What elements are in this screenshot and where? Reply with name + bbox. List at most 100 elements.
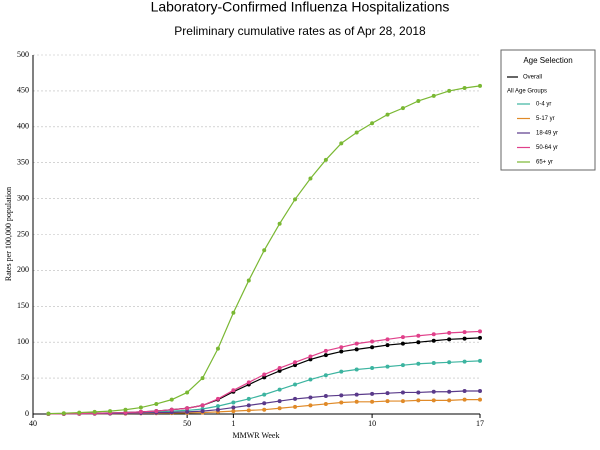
data-point — [92, 409, 97, 414]
data-point — [185, 409, 190, 414]
data-point — [123, 410, 128, 415]
data-point — [385, 391, 390, 396]
x-axis-label: MMWR Week — [233, 431, 280, 440]
chart-subtitle: Preliminary cumulative rates as of Apr 2… — [174, 24, 426, 38]
data-point — [370, 345, 375, 350]
data-point — [277, 368, 282, 373]
data-point — [370, 339, 375, 344]
data-point — [308, 403, 313, 408]
data-point — [215, 346, 220, 351]
data-point — [169, 407, 174, 412]
data-point — [308, 354, 313, 359]
x-tick-label: 50 — [183, 419, 191, 428]
data-point — [400, 390, 405, 395]
data-point — [323, 348, 328, 353]
chart-title: Laboratory-Confirmed Influenza Hospitali… — [151, 0, 450, 15]
data-point — [262, 407, 267, 412]
data-point — [354, 130, 359, 135]
y-tick-label: 100 — [17, 337, 29, 346]
data-point — [339, 400, 344, 405]
data-point — [478, 358, 482, 363]
data-point — [370, 391, 375, 396]
data-point — [431, 389, 436, 394]
data-point — [262, 375, 267, 380]
legend-label: 18-49 yr — [536, 131, 558, 137]
data-point — [277, 399, 282, 404]
data-point — [246, 408, 251, 413]
y-tick-label: 450 — [17, 86, 29, 95]
y-axis-label: Rates per 100,000 population — [4, 187, 13, 281]
data-point — [431, 361, 436, 366]
data-point — [262, 392, 267, 397]
legend-label: Overall — [523, 75, 542, 81]
data-point — [262, 248, 267, 253]
data-point — [185, 406, 190, 411]
data-point — [200, 376, 205, 381]
data-point — [277, 366, 282, 371]
data-point — [354, 341, 359, 346]
data-point — [323, 394, 328, 399]
data-point — [262, 401, 267, 406]
data-point — [339, 393, 344, 398]
data-point — [354, 367, 359, 372]
data-point — [339, 345, 344, 350]
legend-label: 5-17 yr — [536, 116, 555, 122]
x-tick-label: 40 — [29, 419, 37, 428]
data-point — [123, 407, 128, 412]
data-point — [478, 83, 482, 88]
data-point — [293, 360, 298, 365]
data-point — [400, 335, 405, 340]
y-tick-label: 250 — [17, 229, 29, 238]
y-tick-label: 150 — [17, 301, 29, 310]
data-point — [200, 403, 205, 408]
data-point — [447, 398, 452, 403]
legend-group: All Age Groups — [507, 89, 547, 95]
data-point — [323, 373, 328, 378]
data-point — [246, 396, 251, 401]
y-tick-label: 400 — [17, 122, 29, 131]
data-point — [462, 330, 467, 335]
data-point — [246, 403, 251, 408]
data-point — [462, 336, 467, 341]
legend-title: Age Selection — [523, 56, 572, 65]
data-point — [154, 409, 159, 414]
data-point — [370, 399, 375, 404]
data-point — [323, 353, 328, 358]
data-point — [231, 409, 236, 414]
data-point — [277, 406, 282, 411]
legend-label: 0-4 yr — [536, 102, 551, 108]
data-point — [447, 360, 452, 365]
legend-box — [500, 49, 596, 171]
data-point — [416, 340, 421, 345]
y-tick-label: 200 — [17, 265, 29, 274]
data-point — [138, 405, 143, 410]
data-point — [447, 389, 452, 394]
data-point — [385, 337, 390, 342]
data-point — [262, 372, 267, 377]
data-point — [108, 409, 113, 414]
data-point — [231, 400, 236, 405]
data-point — [370, 366, 375, 371]
data-point — [323, 157, 328, 162]
data-point — [308, 357, 313, 362]
y-tick-label: 300 — [17, 193, 29, 202]
data-point — [400, 341, 405, 346]
data-point — [416, 390, 421, 395]
data-point — [354, 347, 359, 352]
data-point — [231, 405, 236, 410]
data-point — [385, 364, 390, 369]
data-point — [231, 310, 236, 315]
data-point — [478, 335, 482, 340]
data-point — [293, 382, 298, 387]
x-tick-label: 17 — [476, 419, 484, 428]
data-point — [46, 411, 51, 416]
data-point — [478, 389, 482, 394]
data-point — [293, 197, 298, 202]
data-point — [370, 121, 375, 126]
data-point — [478, 397, 482, 402]
data-point — [169, 397, 174, 402]
data-point — [431, 398, 436, 403]
data-point — [416, 98, 421, 103]
data-point — [293, 404, 298, 409]
